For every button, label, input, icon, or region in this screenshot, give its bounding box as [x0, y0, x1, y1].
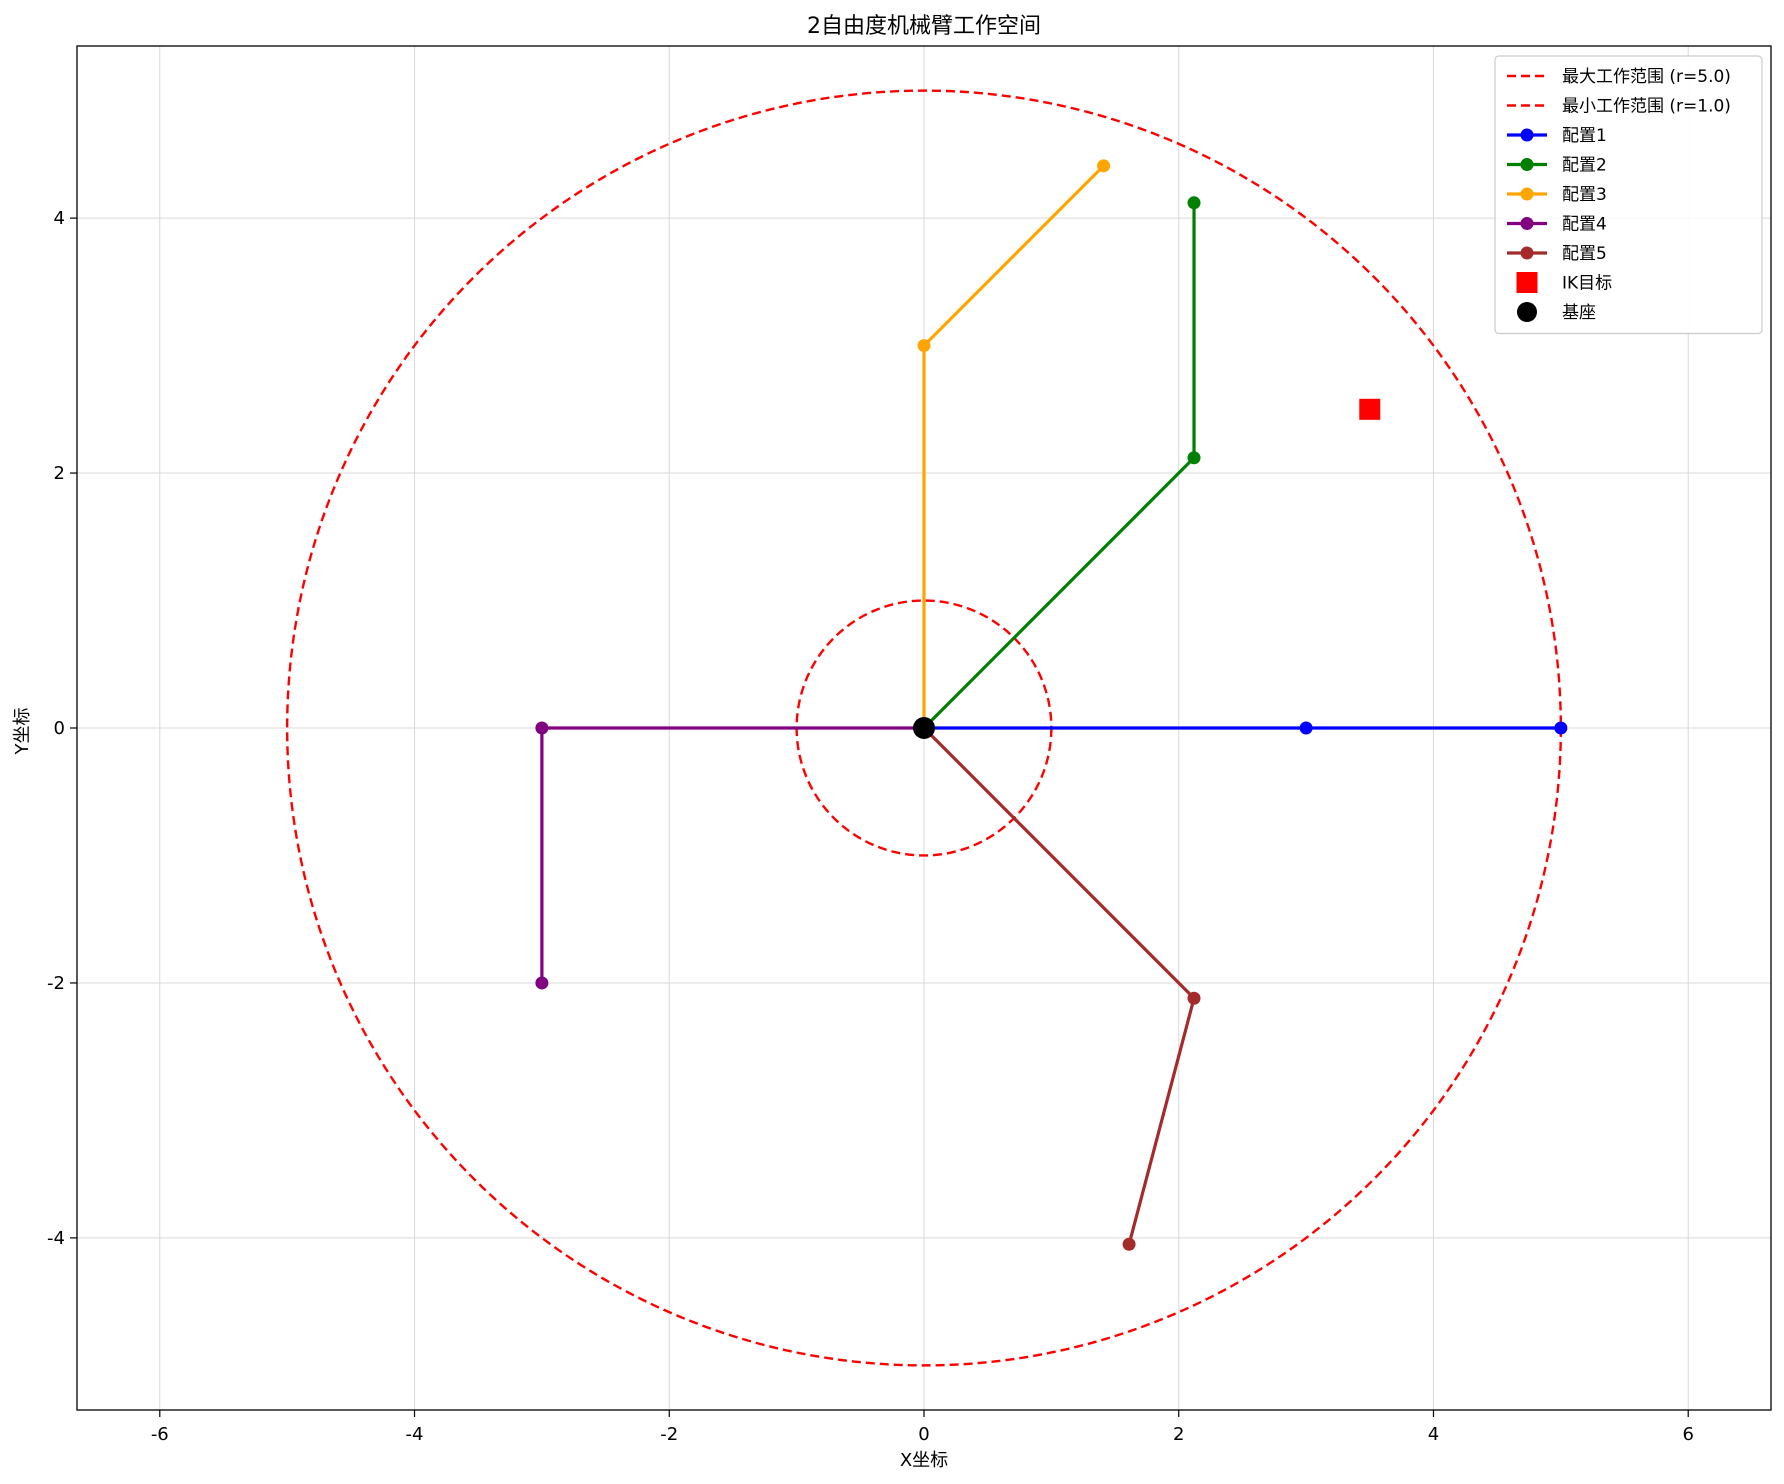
legend-label-9: 基座: [1562, 303, 1596, 323]
legend-label-4: 配置2: [1562, 156, 1607, 176]
axis-ticks: -6 -4 -2 0 2 4 6 -4 -2 0 2 4: [47, 208, 1694, 1445]
y-tick-label: 4: [54, 208, 65, 229]
arm-config-2-joint-1: [1187, 451, 1201, 465]
x-axis-label: X坐标: [900, 1450, 948, 1471]
arm-config-2-joint-2: [1187, 196, 1201, 210]
arm-config-1-joint-2: [1554, 721, 1568, 735]
arm-config-3-joint-1: [917, 339, 931, 353]
x-tick-label: 6: [1682, 1424, 1693, 1445]
legend-swatch-marker-5: [1520, 187, 1534, 201]
legend-swatch-9: [1517, 302, 1537, 322]
plot-area: [285, 89, 1568, 1367]
legend-label-7: 配置5: [1562, 244, 1607, 264]
arm-config-3-joint-2: [1097, 159, 1111, 173]
x-tick-label: 4: [1428, 1424, 1439, 1445]
legend-label-6: 配置4: [1562, 215, 1607, 235]
x-tick-label: -2: [660, 1424, 678, 1445]
y-tick-label: -2: [47, 973, 65, 994]
legend-label-3: 配置1: [1562, 126, 1607, 146]
chart-title: 2自由度机械臂工作空间: [807, 14, 1041, 39]
arm-config-1-joint-1: [1299, 721, 1313, 735]
x-tick-label: -4: [406, 1424, 424, 1445]
legend-label-1: 最大工作范围 (r=5.0): [1562, 67, 1731, 87]
legend-label-8: IK目标: [1562, 274, 1612, 294]
arm-config-4-joint-1: [535, 721, 549, 735]
y-tick-label: 2: [54, 463, 65, 484]
legend-swatch-marker-4: [1520, 158, 1534, 171]
legend: 最大工作范围 (r=5.0) 最小工作范围 (r=1.0) 配置1 配置2 配置3 配置4…: [1494, 55, 1763, 335]
x-tick-label: 0: [918, 1424, 929, 1445]
legend-label-2: 最小工作范围 (r=1.0): [1562, 97, 1731, 117]
arm-config-5-joint-1: [1187, 991, 1201, 1005]
y-tick-label: -4: [47, 1228, 65, 1249]
x-tick-label: 2: [1173, 1424, 1184, 1445]
arm-config-5-joint-2: [1122, 1237, 1136, 1251]
legend-swatch-marker-3: [1520, 128, 1534, 142]
arm-config-4-joint-2: [535, 976, 549, 990]
legend-box: [1494, 55, 1763, 335]
y-axis-label: Y坐标: [12, 708, 33, 756]
legend-label-5: 配置3: [1562, 185, 1607, 205]
legend-swatch-marker-7: [1520, 246, 1534, 260]
ik-target-marker: [1359, 398, 1381, 420]
x-tick-label: -6: [151, 1424, 169, 1445]
legend-swatch-8: [1516, 272, 1538, 293]
y-tick-label: 0: [54, 718, 65, 739]
legend-swatch-marker-6: [1520, 217, 1534, 230]
base-marker: [913, 717, 935, 739]
